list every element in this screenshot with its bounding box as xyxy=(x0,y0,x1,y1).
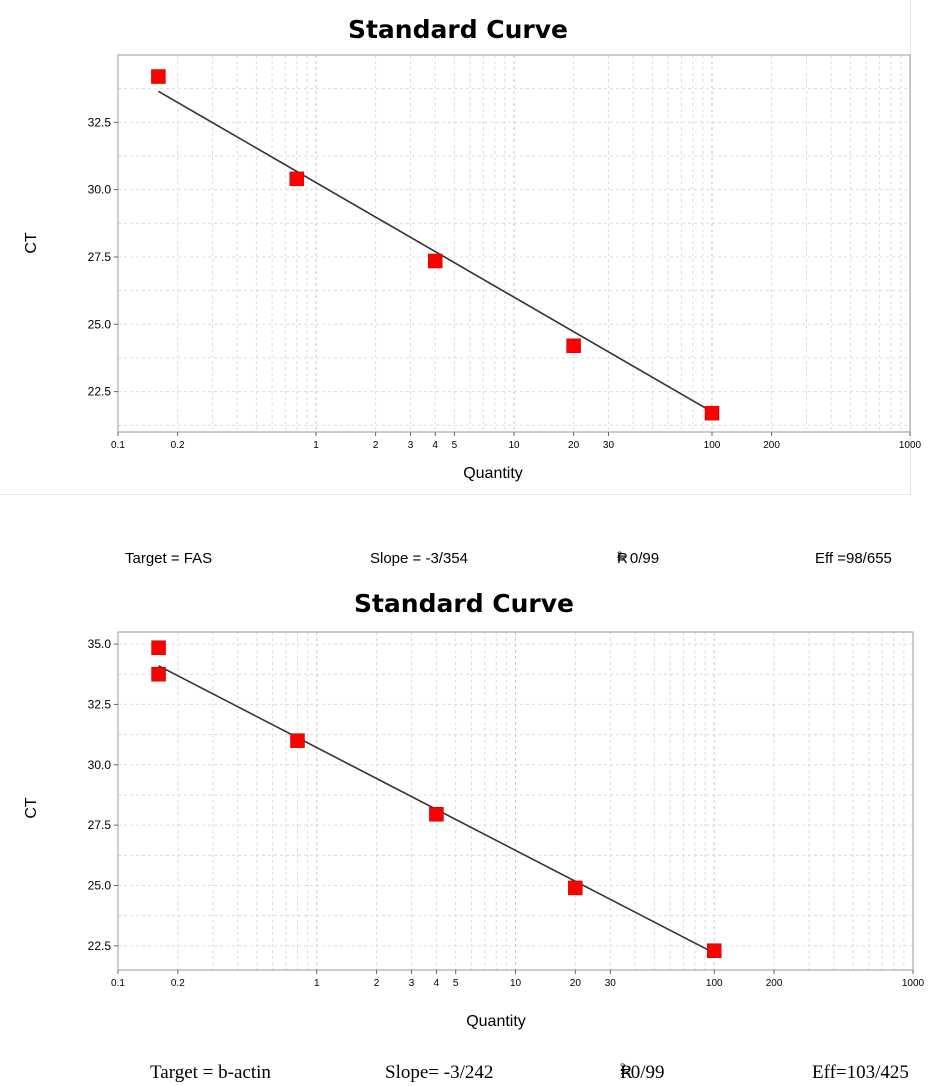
chart-title: Standard Curve xyxy=(348,15,568,44)
y-tick-label: 25.0 xyxy=(88,879,112,893)
x-tick-label: 100 xyxy=(706,978,723,989)
x-tick-label: 10 xyxy=(508,440,520,451)
y-tick-label: 22.5 xyxy=(88,385,112,399)
x-tick-label: 30 xyxy=(605,978,617,989)
y-tick-label: 30.0 xyxy=(88,183,112,197)
chart-title: Standard Curve xyxy=(354,589,574,618)
x-tick-label: 0.2 xyxy=(171,978,185,989)
y-tick-label: 32.5 xyxy=(88,697,112,711)
x-tick-label: 1 xyxy=(313,440,319,451)
data-point xyxy=(568,880,583,896)
panel-border-bottom xyxy=(0,494,911,495)
x-tick-label: 3 xyxy=(408,440,414,451)
x-tick-label: 200 xyxy=(766,978,783,989)
x-tick-label: 30 xyxy=(603,440,615,451)
y-tick-label: 27.5 xyxy=(88,250,112,264)
x-tick-label: 2 xyxy=(373,440,379,451)
y-axis-label: CT xyxy=(23,232,40,254)
x-tick-label: 1000 xyxy=(902,978,925,989)
fit-line xyxy=(158,90,713,413)
x-tick-label: 3 xyxy=(409,978,415,989)
target-label: Target = FAS xyxy=(125,550,213,567)
x-tick-label: 2 xyxy=(374,978,380,989)
data-point xyxy=(151,667,166,682)
data-point xyxy=(151,69,166,84)
x-tick-label: 100 xyxy=(704,440,721,451)
y-tick-label: 30.0 xyxy=(88,758,112,772)
x-tick-label: 0.1 xyxy=(111,440,125,451)
x-tick-label: 20 xyxy=(570,978,582,989)
data-point xyxy=(566,338,581,354)
data-point xyxy=(429,807,444,822)
data-point xyxy=(704,405,720,421)
y-tick-label: 27.5 xyxy=(88,818,112,832)
x-tick-label: 1 xyxy=(314,978,320,989)
x-tick-label: 5 xyxy=(453,978,459,989)
data-point xyxy=(707,943,722,958)
data-point xyxy=(289,171,305,187)
efficiency-label: Eff =98/655 xyxy=(815,550,892,567)
x-tick-label: 4 xyxy=(432,440,438,451)
standard-curve-chart-fas: Standard Curve Quantity CT 22.5 25.0 27.5 3… xyxy=(23,15,922,482)
slope-label: Slope= -3/242 xyxy=(385,1062,494,1083)
x-tick-label: 20 xyxy=(568,440,580,451)
x-tick-label: 200 xyxy=(763,440,780,451)
x-axis-label: Quantity xyxy=(463,465,523,482)
y-tick-label: 22.5 xyxy=(88,939,112,953)
x-tick-label: 4 xyxy=(434,978,440,989)
target-label: Target = b-actin xyxy=(150,1062,271,1083)
plot-area: 22.5 25.0 27.5 30.0 32.5 35.0 0.1 0.2 1 2 3 4 5 10 20 3… xyxy=(88,631,925,989)
x-axis-label: Quantity xyxy=(466,1013,526,1030)
x-tick-label: 1000 xyxy=(899,440,922,451)
data-point xyxy=(151,640,166,655)
y-tick-label: 32.5 xyxy=(88,115,112,129)
plot-area: 22.5 25.0 27.5 30.0 32.5 0.1 0.2 1 2 3 4 5 10 20 30 100… xyxy=(88,54,922,451)
b-actin-statistics: Target = b-actin Slope= -3/242 R 2 =0/99 E… xyxy=(150,1062,909,1083)
y-tick-label: 25.0 xyxy=(88,317,112,331)
efficiency-label: Eff=103/425 xyxy=(812,1062,909,1083)
data-point xyxy=(290,733,305,748)
y-axis-label: CT xyxy=(23,797,40,819)
x-tick-label: 0.2 xyxy=(171,440,185,451)
slope-label: Slope = -3/354 xyxy=(370,550,468,567)
standard-curve-chart-b-actin: Standard Curve Quantity CT 22.5 25.0 27.5 3… xyxy=(23,589,925,1030)
x-tick-label: 10 xyxy=(510,978,522,989)
y-tick-label: 35.0 xyxy=(88,637,112,651)
x-tick-label: 5 xyxy=(452,440,458,451)
data-point xyxy=(427,253,443,269)
x-tick-label: 0.1 xyxy=(111,978,125,989)
